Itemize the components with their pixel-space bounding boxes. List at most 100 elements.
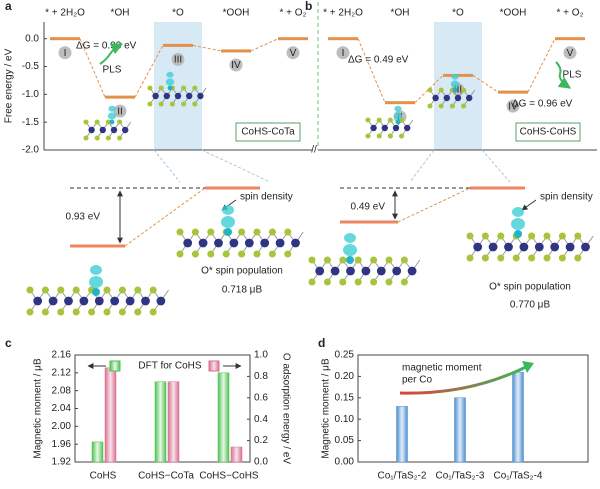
bar bbox=[167, 381, 180, 463]
atom-s bbox=[238, 228, 246, 236]
atom-s bbox=[191, 250, 199, 258]
annotation: magnetic moment bbox=[402, 363, 482, 374]
atom-ta bbox=[488, 242, 498, 252]
atom-ta bbox=[156, 296, 166, 306]
atom-ta bbox=[404, 124, 411, 132]
zoom-guide bbox=[201, 149, 271, 183]
atom-s bbox=[497, 232, 505, 240]
annotation-system: CoHS-CoTa bbox=[241, 127, 295, 138]
annotation-pls: PLS bbox=[563, 70, 582, 81]
legend-swatch bbox=[208, 360, 220, 372]
atom-ta bbox=[361, 266, 371, 276]
zoom-level bbox=[470, 186, 525, 190]
atom-ta bbox=[174, 92, 182, 100]
atom-ta bbox=[432, 94, 439, 102]
y-tick-label: 1.92 bbox=[52, 457, 72, 468]
annotation-spin: spin density bbox=[240, 192, 293, 203]
x-tick-label: CoHS−CoTa bbox=[138, 471, 194, 482]
atom-s bbox=[308, 256, 316, 264]
spin-density bbox=[512, 207, 524, 217]
annotation-dg: ΔG = 0.49 eV bbox=[348, 55, 409, 66]
atom-s bbox=[94, 135, 100, 141]
atom-s bbox=[385, 256, 393, 264]
step-label: *OOH bbox=[223, 8, 250, 19]
y-tick-label: 0.20 bbox=[335, 371, 355, 382]
atom-ta bbox=[79, 296, 89, 306]
atom-s bbox=[370, 256, 378, 264]
annotation-pop_label: O* spin population bbox=[201, 266, 283, 277]
atom-co bbox=[92, 288, 100, 296]
atom-co bbox=[395, 119, 401, 125]
axis-break: // bbox=[311, 145, 317, 156]
pls-arrow bbox=[99, 43, 124, 65]
atom-s bbox=[438, 103, 444, 109]
bar bbox=[454, 397, 466, 463]
stage-label: V bbox=[290, 48, 297, 59]
spin-density bbox=[344, 233, 356, 243]
spin-density bbox=[89, 276, 103, 288]
stage-badge bbox=[58, 46, 72, 60]
atom-ta bbox=[152, 92, 159, 100]
atom-s bbox=[385, 278, 393, 286]
atom-s bbox=[181, 101, 187, 107]
stage-badge bbox=[563, 46, 577, 60]
atom-s bbox=[41, 286, 49, 294]
spin-density bbox=[166, 71, 174, 78]
legend-text: DFT for CoHS bbox=[138, 361, 201, 372]
step-label: *OOH bbox=[500, 8, 527, 19]
atom-ta bbox=[260, 238, 270, 248]
spin-density bbox=[221, 216, 235, 228]
atom-ta bbox=[381, 124, 388, 132]
energy-level bbox=[221, 49, 251, 53]
atom-s bbox=[181, 85, 187, 91]
y-tick-label: 0.00 bbox=[335, 457, 355, 468]
atom-ta bbox=[198, 238, 208, 248]
bar bbox=[91, 441, 104, 463]
annotation-dg2: ΔG = 0.96 eV bbox=[512, 99, 573, 110]
atom-s bbox=[400, 256, 408, 264]
atom-s bbox=[268, 228, 276, 236]
connector bbox=[250, 38, 279, 52]
energy-level bbox=[328, 37, 358, 41]
atom-ta bbox=[141, 296, 150, 306]
atom-s bbox=[365, 133, 371, 139]
annotation-pls: PLS bbox=[103, 65, 122, 76]
trend-arrow bbox=[399, 364, 529, 395]
energy-level bbox=[385, 101, 415, 105]
stage-label: II bbox=[117, 106, 123, 117]
atom-ta bbox=[407, 266, 417, 276]
zoom-connector bbox=[397, 187, 471, 223]
panel-label: a bbox=[5, 0, 12, 13]
atom-s bbox=[558, 232, 566, 240]
spin-density bbox=[451, 73, 459, 80]
atom-s bbox=[365, 117, 371, 123]
atom-s bbox=[497, 254, 505, 262]
atom-ta bbox=[110, 126, 118, 134]
atom-s bbox=[134, 286, 142, 294]
bar bbox=[154, 381, 167, 463]
atom-s bbox=[169, 101, 175, 107]
atom-s bbox=[105, 119, 111, 125]
annotation-gap: 0.49 eV bbox=[351, 202, 386, 213]
system-box bbox=[235, 122, 301, 142]
step-label: * + 2H₂O bbox=[323, 8, 363, 19]
step-label: *O bbox=[452, 8, 464, 19]
spin-density bbox=[394, 105, 402, 112]
atom-s bbox=[461, 87, 467, 93]
y-tick-label: 0.25 bbox=[335, 350, 355, 361]
atom-ta bbox=[581, 242, 590, 252]
energy-level bbox=[105, 95, 135, 99]
annotation-pop_label: O* spin population bbox=[489, 282, 571, 293]
atom-s bbox=[176, 228, 184, 236]
atom-s bbox=[438, 87, 444, 93]
atom-s bbox=[427, 87, 433, 93]
spin-density bbox=[222, 205, 234, 215]
step-label: *OH bbox=[391, 8, 410, 19]
atom-s bbox=[400, 278, 408, 286]
atom-ta bbox=[186, 92, 193, 100]
spin-density bbox=[90, 265, 102, 275]
y2-tick-label: 0.0 bbox=[254, 457, 268, 468]
zoom-level bbox=[70, 244, 125, 248]
atom-s bbox=[207, 250, 215, 258]
